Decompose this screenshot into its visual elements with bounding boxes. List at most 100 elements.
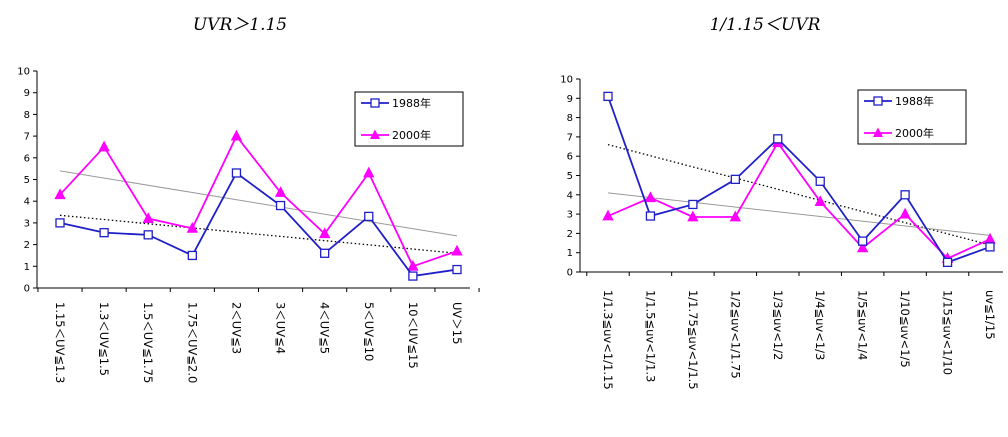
data-point [275,200,286,211]
x-category-label: 1.5＜UV≦1.75 [141,302,155,383]
x-category-label: uv≦1/15 [983,290,997,340]
x-category-label: 1/5≦uv<1/4 [856,290,870,360]
x-category-label: 1/10≦uv<1/5 [898,290,912,368]
data-point [688,199,698,210]
x-category-label: 1/1.75≦uv<1/1.5 [686,290,700,390]
y-tick-label: 0 [24,284,30,295]
chart-2: 1/1.15＜UVR 0 1 2 3 4 5 6 7 8 9 10 1/1.3≦uv<1/1.15 1/1… [560,15,1003,390]
data-point [602,209,614,221]
x-category-label: 3＜UV≦4 [274,302,288,354]
legend-marker [873,127,883,137]
y-tick-label: 1 [24,262,30,273]
x-category-label: UV＞15 [450,302,464,344]
series-line [59,171,458,278]
trend-line [59,170,458,237]
data-point [274,186,287,197]
data-point [98,140,110,152]
data-point [900,190,910,200]
x-category-label: 2＜UV≦3 [229,302,243,354]
y-tick-label: 9 [567,94,573,105]
data-point [729,210,741,222]
data-point [408,271,418,281]
x-category-label: 5＜UV≦10 [362,302,376,361]
x-category-label: 1/2≦uv<1/1.75 [728,290,742,379]
data-point [687,210,699,222]
y-tick-label: 6 [24,153,30,164]
y-tick-label: 10 [17,67,30,78]
y-tick-label: 6 [567,152,573,163]
legend: 1988年 2000年 [354,91,464,147]
x-category-label: 4＜UV≦5 [318,302,332,354]
y-tick-label: 1 [567,248,573,259]
y-tick-label: 0 [567,268,573,279]
data-point [186,221,198,233]
data-point [644,191,657,203]
chart-title: UVR＞1.15 [193,15,287,35]
data-point [645,211,656,221]
data-point [452,264,462,275]
y-tick-label: 2 [567,229,573,240]
series-line [59,134,458,268]
y-tick-label: 7 [24,132,30,143]
legend-marker [370,129,380,139]
data-point [899,207,911,219]
x-category-label: 1.15＜UV≦1.3 [53,302,67,383]
x-category-label: 1.3＜UV≦1.5 [97,302,111,376]
legend-label: 1988年 [895,94,934,108]
data-point [815,176,825,186]
y-tick-label: 7 [567,132,573,143]
legend-marker [370,98,380,108]
legend-label: 1988年 [392,96,431,110]
series-line [607,96,991,264]
x-category-label: 1/1.3≦uv<1/1.15 [601,290,615,390]
y-tick-label: 4 [24,197,30,208]
data-point [55,218,65,228]
y-tick-label: 2 [24,240,30,251]
data-point [942,257,953,268]
data-point [814,195,826,206]
legend-marker [873,96,883,106]
chart-title: 1/1.15＜UVR [710,15,821,35]
y-tick-label: 5 [567,171,573,182]
data-point [231,168,242,178]
data-point [773,134,783,144]
data-point [319,227,331,239]
data-point [603,91,613,102]
x-category-label: 1.75＜UV≦2.0 [185,302,199,383]
y-tick-label: 9 [24,88,30,99]
y-tick-label: 8 [567,113,573,124]
y-tick-label: 3 [24,218,30,229]
x-category-label: 1/3≦uv<1/2 [771,290,785,360]
data-point [451,244,463,256]
data-point [985,242,995,252]
y-tick-label: 4 [567,190,573,201]
data-point [857,241,869,253]
series-line [607,141,991,260]
data-point [730,174,740,185]
data-point [142,212,154,223]
legend-label: 2000年 [392,128,431,142]
chart-1: UVR＞1.15 0 1 2 3 4 5 6 7 8 9 10 1.15＜UV≦1.3 1.3＜UV≦1.… [17,15,480,383]
x-category-label: 1/15≦uv<1/10 [941,290,955,375]
data-point [363,166,375,178]
data-point [99,228,109,238]
trend-line [607,192,991,236]
data-point [187,250,197,261]
x-category-label: 1/4≦uv<1/3 [813,290,827,360]
data-point [143,230,153,240]
data-point [364,211,374,222]
data-point [320,248,330,258]
x-category-label: 1/1.5≦uv<1/1.3 [643,290,657,382]
y-tick-label: 5 [24,175,30,186]
y-tick-label: 3 [567,210,573,221]
data-point [230,129,243,141]
y-tick-label: 10 [560,75,573,86]
data-point [407,259,419,271]
y-tick-label: 8 [24,110,30,121]
data-point [858,236,868,246]
legend-label: 2000年 [895,126,934,140]
x-category-label: 10＜UV≦15 [406,302,420,369]
data-point [54,188,66,200]
legend: 1988年 2000年 [857,89,967,145]
